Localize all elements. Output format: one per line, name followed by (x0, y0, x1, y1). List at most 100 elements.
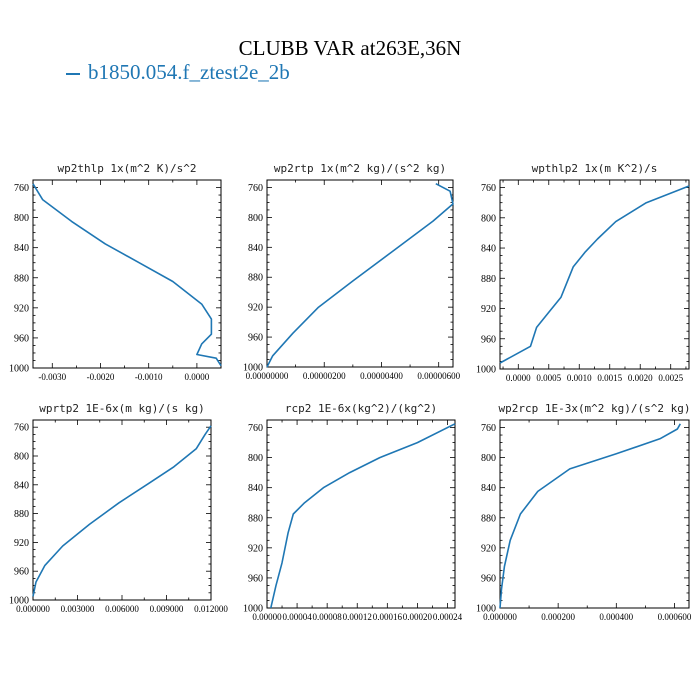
series-line (266, 182, 454, 368)
y-tick-label: 1000 (476, 604, 496, 615)
x-tick-label: 0.00020 (403, 612, 433, 622)
y-tick-label: 1000 (9, 596, 29, 607)
y-tick-label: 800 (248, 453, 263, 464)
panel-6: wp2rcp 1E-3x(m^2 kg)/(s^2 kg)760 800 840 88… (476, 402, 692, 622)
x-tick-label: 0.00004 (282, 612, 312, 622)
series-line (270, 423, 456, 609)
y-tick-label: 920 (14, 303, 29, 314)
x-tick-label: 0.000200 (541, 612, 575, 622)
y-tick-label: 880 (14, 509, 29, 520)
x-tick-label: 0.00000000 (246, 371, 289, 381)
y-tick-label: 760 (481, 183, 496, 194)
y-tick-label: 760 (14, 423, 29, 434)
y-tick-label: 920 (481, 543, 496, 554)
y-tick-label: 960 (14, 567, 29, 578)
panel-5: rcp2 1E-6x(kg^2)/(kg^2) 760 800 840 880 920 96… (243, 402, 463, 622)
x-tick-label: 0.000000 (483, 612, 517, 622)
figure-title: CLUBB VAR at263E,36N (238, 36, 462, 60)
panel-1: wp2thlp 1x(m^2 K)/s^2 760 800 840 880 920 960 1… (9, 162, 222, 382)
y-tick-label: 880 (248, 273, 263, 284)
x-tick-label: -0.0030 (38, 372, 66, 382)
y-tick-label: 960 (14, 333, 29, 344)
y-tick-label: 920 (248, 303, 263, 314)
y-tick-label: 840 (248, 243, 263, 254)
x-tick-label: 0.00000600 (417, 371, 460, 381)
y-tick-label: 880 (248, 513, 263, 524)
y-tick-label: 880 (481, 274, 496, 285)
panel-title: wpthlp2 1x(m K^2)/s (532, 162, 658, 175)
series-line (499, 185, 690, 364)
x-tick-label: 0.012000 (194, 604, 228, 614)
x-tick-label: 0.006000 (105, 604, 139, 614)
y-tick-label: 1000 (243, 604, 263, 615)
x-tick-label: 0.0015 (597, 373, 622, 383)
x-tick-label: 0.00012 (343, 612, 372, 622)
plot-frame (32, 419, 212, 601)
y-tick-label: 840 (14, 480, 29, 491)
y-tick-label: 760 (481, 423, 496, 434)
x-tick-label: 0.00024 (433, 612, 463, 622)
x-tick-label: 0.009000 (150, 604, 184, 614)
plot-frame (266, 419, 456, 609)
y-tick-label: 800 (481, 213, 496, 224)
y-tick-label: 920 (481, 304, 496, 315)
y-tick-label: 1000 (476, 365, 496, 376)
plot-frame (499, 419, 690, 609)
x-tick-label: -0.0010 (135, 372, 163, 382)
panel-2: wp2rtp 1x(m^2 kg)/(s^2 kg) 760 800 840 880 92… (243, 162, 461, 381)
x-tick-label: 0.000400 (599, 612, 633, 622)
x-tick-label: 0.00016 (373, 612, 403, 622)
legend-swatch (66, 73, 80, 76)
y-tick-label: 920 (14, 538, 29, 549)
plot-frame (266, 179, 454, 368)
x-tick-label: 0.00000200 (303, 371, 346, 381)
legend: b1850.054.f_ztest2e_2b (66, 60, 290, 85)
x-tick-label: 0.0025 (658, 373, 683, 383)
panel-title: wprtp2 1E-6x(m kg)/(s kg) (39, 402, 205, 415)
y-tick-label: 760 (248, 183, 263, 194)
y-tick-label: 800 (248, 213, 263, 224)
y-tick-label: 800 (14, 452, 29, 463)
x-tick-label: 0.00008 (313, 612, 343, 622)
y-tick-label: 800 (14, 213, 29, 224)
x-tick-label: 0.00000 (252, 612, 282, 622)
y-tick-label: 960 (248, 333, 263, 344)
x-tick-label: -0.0020 (87, 372, 115, 382)
plot-frame (32, 179, 222, 369)
x-tick-label: 0.0000 (506, 373, 531, 383)
panel-title: rcp2 1E-6x(kg^2)/(kg^2) (285, 402, 437, 415)
y-tick-label: 960 (481, 573, 496, 584)
y-tick-label: 760 (14, 183, 29, 194)
x-tick-label: 0.0000 (185, 372, 210, 382)
y-tick-label: 840 (14, 243, 29, 254)
y-tick-label: 840 (481, 244, 496, 255)
y-tick-label: 840 (481, 483, 496, 494)
y-tick-label: 920 (248, 543, 263, 554)
y-tick-label: 960 (248, 573, 263, 584)
y-tick-label: 880 (481, 513, 496, 524)
x-tick-label: 0.0010 (567, 373, 592, 383)
panel-3: wpthlp2 1x(m K^2)/s 760 800 840 880 920 960 100… (476, 162, 690, 383)
x-tick-label: 0.0020 (628, 373, 653, 383)
x-tick-label: 0.000600 (658, 612, 692, 622)
panel-4: wprtp2 1E-6x(m kg)/(s kg) 760 800 840 880 920… (9, 402, 228, 614)
panel-title: wp2rcp 1E-3x(m^2 kg)/(s^2 kg) (498, 402, 690, 415)
x-tick-label: 0.003000 (61, 604, 95, 614)
panel-title: wp2thlp 1x(m^2 K)/s^2 (57, 162, 196, 175)
series-line (32, 425, 212, 597)
y-tick-label: 960 (481, 334, 496, 345)
x-tick-label: 0.000000 (16, 604, 50, 614)
y-tick-label: 760 (248, 423, 263, 434)
y-tick-label: 840 (248, 483, 263, 494)
plot-frame (499, 179, 690, 370)
series-line (499, 423, 681, 609)
y-tick-label: 1000 (9, 364, 29, 375)
y-tick-label: 1000 (243, 363, 263, 374)
legend-label: b1850.054.f_ztest2e_2b (88, 60, 290, 84)
y-tick-label: 800 (481, 453, 496, 464)
x-tick-label: 0.00000400 (360, 371, 403, 381)
y-tick-label: 880 (14, 273, 29, 284)
series-line (32, 183, 222, 367)
panel-title: wp2rtp 1x(m^2 kg)/(s^2 kg) (274, 162, 446, 175)
